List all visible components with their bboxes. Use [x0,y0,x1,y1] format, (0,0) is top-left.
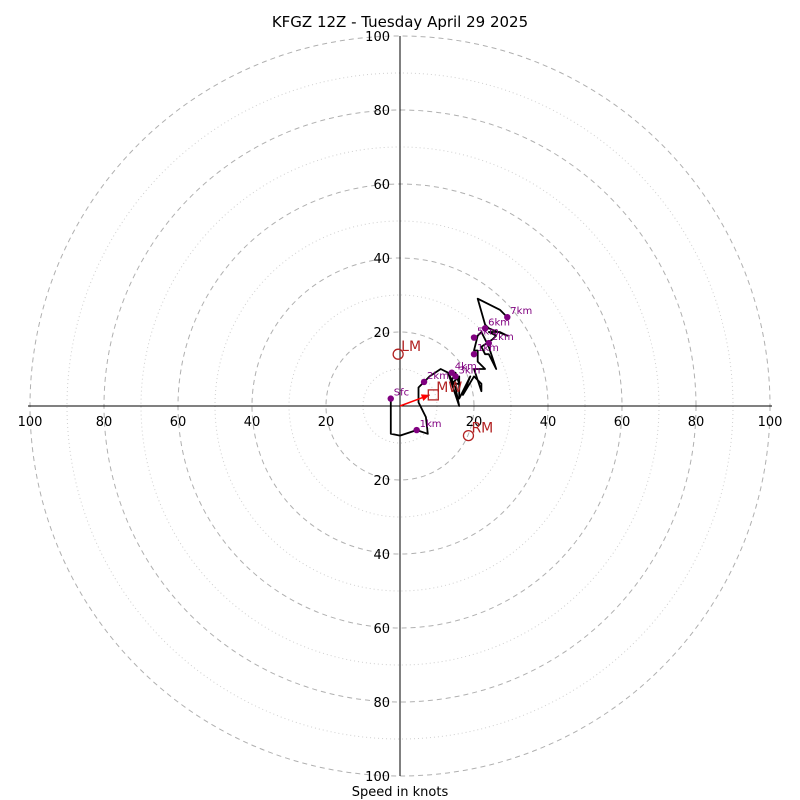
hodograph-line [389,297,509,437]
tick-label: 40 [373,252,390,267]
tick-label: 40 [244,415,261,430]
height-label: 6km [488,317,510,328]
tick-label: 80 [373,696,390,711]
mean-wind-marker [427,389,439,401]
height-point [485,339,492,347]
height-point [470,334,478,341]
height-point [504,314,511,321]
storm-motion-label: RM [471,421,493,437]
height-label: 3km [459,365,481,376]
height-label: 2km [492,332,514,343]
tick-label: 100 [18,415,43,430]
tick-label: 60 [170,415,187,430]
height-label: 5km [477,327,499,338]
height-point [481,325,489,332]
storm-motion-marker [462,429,475,442]
storm-motion-markers: LM MW RM [392,339,493,442]
height-label: 4km [455,362,477,373]
tick-label: 60 [373,622,390,637]
chart-title: KFGZ 12Z - Tuesday April 29 2025 [272,13,528,31]
tick-label: 20 [466,415,483,430]
tick-label: 100 [365,770,390,785]
height-label: 2km [427,371,449,382]
height-label: Sfc [394,388,409,399]
height-label: 1km [420,419,442,430]
tick-label: 20 [373,474,390,489]
height-point [448,369,455,376]
shear-vector-arrowhead [420,394,430,401]
height-label: 7km [510,306,532,317]
storm-motion-label: LM [401,339,421,355]
tick-label: 40 [373,548,390,563]
tick-label: 80 [96,415,113,430]
tick-label: 80 [373,104,390,119]
height-point [387,395,394,402]
tick-label: 100 [758,415,783,430]
tick-labels: 20 20 20 20 40 40 40 40 60 60 60 60 80 80 80 80 100 100 10… [18,30,783,785]
height-label: 1km [477,343,499,354]
height-point [413,426,420,434]
height-point [470,351,478,358]
tick-label: 80 [688,415,705,430]
height-point [420,378,428,386]
storm-motion-marker [392,348,404,360]
tick-label: 40 [540,415,557,430]
tick-label: 20 [373,326,390,341]
tick-label: 60 [614,415,631,430]
tick-label: 100 [365,30,390,45]
hodograph-trace [389,297,509,437]
tick-label: 20 [318,415,335,430]
tick-label: 60 [373,178,390,193]
storm-motion-label: MW [436,380,462,396]
x-axis-label: Speed in knots [352,785,449,800]
